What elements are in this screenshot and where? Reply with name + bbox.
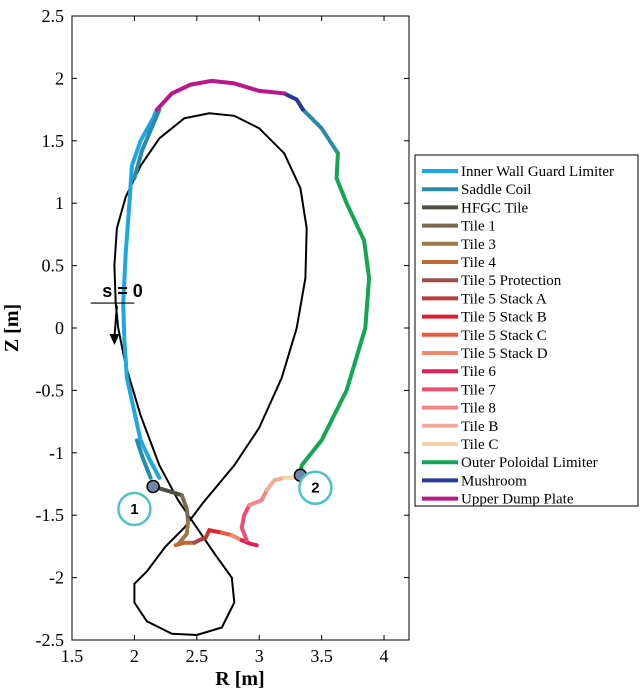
x-tick-label: 1.5 — [61, 646, 84, 666]
y-tick-label: 1 — [55, 193, 64, 213]
legend-label: Tile 5 Stack A — [461, 291, 547, 307]
y-tick-label: -1.5 — [36, 505, 65, 525]
x-tick-label: 2 — [130, 646, 139, 666]
series-line-16 — [298, 151, 372, 478]
y-axis-label: Z [m] — [1, 304, 23, 352]
series-lines — [121, 78, 372, 548]
legend-label: Tile 7 — [461, 382, 496, 398]
series-line-3 — [179, 493, 191, 524]
endpoint-marker-1 — [146, 479, 160, 494]
x-tick-label: 3.5 — [310, 646, 333, 666]
legend-label: Tile 5 Stack C — [461, 328, 547, 344]
legend-label: HFGC Tile — [461, 200, 528, 216]
legend-label: Tile 5 Protection — [461, 273, 562, 289]
annotations: s = 0 1 2 — [90, 281, 333, 527]
legend-label: Mushroom — [461, 473, 527, 489]
legend-label: Tile B — [461, 419, 498, 435]
axis-ticks: 1.5 2 2.5 3 3.5 4 -2.5 -2 -1.5 -1 -0.5 0 0.5 1 1.5 2 2.5 — [36, 6, 409, 666]
x-tick-label: 2.5 — [186, 646, 209, 666]
y-tick-label: -2 — [49, 568, 64, 588]
y-tick-label: 0.5 — [42, 256, 65, 276]
direction-arrow-shaft — [113, 305, 118, 338]
legend-box — [414, 154, 639, 507]
y-tick-label: -2.5 — [36, 630, 65, 650]
series-line-extra — [300, 107, 340, 156]
series-line-1 — [132, 107, 162, 181]
legend-label: Upper Dump Plate — [461, 492, 574, 508]
legend-label: Tile 5 Stack D — [461, 346, 548, 362]
legend-items: Inner Wall Guard Limiter Saddle Coil HFGC … — [422, 164, 614, 508]
series-line-0 — [121, 107, 162, 480]
series-line-extra — [134, 438, 153, 480]
series-line-14 — [264, 475, 287, 493]
y-tick-label: -1 — [49, 443, 64, 463]
series-line-17 — [282, 91, 305, 112]
series-line-18 — [154, 78, 287, 112]
legend-label: Tile 3 — [461, 237, 496, 253]
series-line-5 — [173, 540, 197, 548]
legend-label: Tile 5 Stack B — [461, 310, 547, 326]
x-tick-label: 3 — [255, 646, 264, 666]
y-tick-label: 1.5 — [42, 131, 65, 151]
series-line-11 — [239, 538, 259, 548]
marker-badge-label: 1 — [130, 501, 138, 518]
series-line-12 — [239, 503, 252, 543]
marker-badge-1 — [117, 491, 152, 527]
y-tick-label: 2 — [55, 68, 64, 88]
series-line-7 — [197, 528, 212, 543]
legend-label: Tile 1 — [461, 219, 496, 235]
legend-label: Tile C — [461, 437, 498, 453]
marker-badge-2 — [298, 470, 333, 505]
legend-label: Saddle Coil — [461, 182, 531, 198]
legend-label: Tile 6 — [461, 364, 496, 380]
plot-area: 1.5 2 2.5 3 3.5 4 -2.5 -2 -1.5 -1 -0.5 0 0.5 1 1.5 2 2.5… — [36, 6, 410, 666]
separatrix-line — [113, 112, 308, 637]
series-line-8 — [207, 528, 224, 535]
x-tick-label: 4 — [380, 646, 389, 666]
s-zero-label: s = 0 — [102, 281, 143, 301]
legend-label: Tile 4 — [461, 255, 496, 271]
legend: Inner Wall Guard Limiter Saddle Coil HFGC … — [414, 154, 639, 508]
series-line-4 — [177, 519, 191, 545]
x-axis-label: R [m] — [215, 668, 264, 690]
direction-arrow-head — [109, 333, 120, 345]
y-tick-label: -0.5 — [36, 380, 65, 400]
series-line-13 — [247, 488, 269, 508]
legend-label: Outer Poloidal Limiter — [461, 455, 598, 471]
y-tick-label: 2.5 — [42, 6, 65, 26]
marker-badge-label: 2 — [311, 480, 319, 497]
y-tick-label: 0 — [55, 318, 64, 338]
legend-label: Tile 8 — [461, 401, 496, 417]
separatrix-contour — [113, 112, 308, 637]
legend-label: Inner Wall Guard Limiter — [461, 164, 614, 180]
